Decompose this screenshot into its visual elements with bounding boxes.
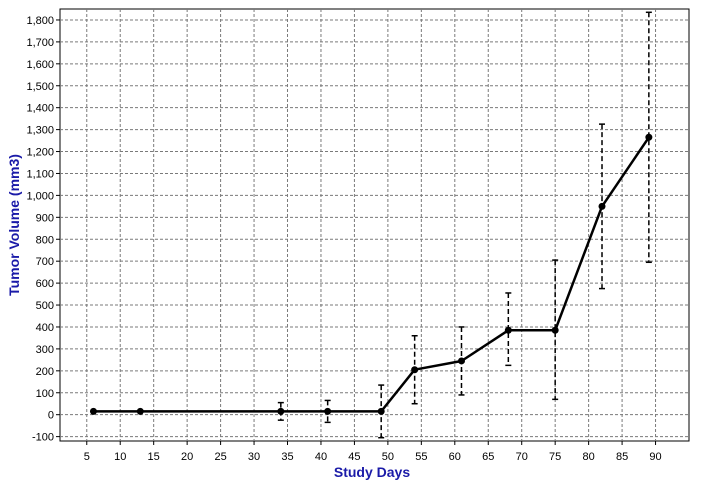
x-tick-label: 75 [549, 451, 561, 463]
x-tick-label: 40 [315, 451, 327, 463]
y-axis-ticks: -100 0 100 200 300 400 500 600 700 800 900 1,000 1,1… [26, 15, 60, 444]
y-tick-label: 100 [36, 388, 54, 400]
y-tick-label: 400 [36, 322, 54, 334]
y-tick-label: -100 [32, 432, 54, 444]
y-tick-label: 600 [36, 278, 54, 290]
data-point [504, 326, 512, 334]
gridlines [60, 9, 689, 441]
x-tick-label: 85 [616, 451, 628, 463]
data-point [324, 407, 332, 415]
y-tick-label: 1,100 [26, 168, 54, 180]
data-points [89, 133, 653, 415]
x-tick-label: 70 [516, 451, 528, 463]
x-tick-label: 60 [449, 451, 461, 463]
x-tick-label: 80 [583, 451, 595, 463]
y-tick-label: 1,000 [26, 190, 54, 202]
x-tick-label: 20 [181, 451, 193, 463]
y-tick-label: 0 [48, 410, 54, 422]
x-tick-label: 10 [114, 451, 126, 463]
x-tick-label: 30 [248, 451, 260, 463]
x-tick-label: 55 [415, 451, 427, 463]
plot-frame [59, 8, 690, 442]
y-tick-label: 1,600 [26, 59, 54, 71]
y-tick-label: 1,800 [26, 15, 54, 27]
data-point [277, 407, 285, 415]
x-axis-title: Study Days [334, 464, 410, 480]
data-point [598, 202, 606, 210]
data-point [645, 133, 653, 141]
data-point [551, 326, 559, 334]
y-tick-label: 1,300 [26, 125, 54, 137]
x-tick-label: 45 [348, 451, 360, 463]
x-tick-label: 50 [382, 451, 394, 463]
data-point [136, 407, 144, 415]
x-tick-label: 65 [482, 451, 494, 463]
x-tick-label: 5 [84, 451, 90, 463]
data-point [411, 366, 419, 374]
y-tick-label: 200 [36, 366, 54, 378]
y-tick-label: 1,200 [26, 147, 54, 159]
y-tick-label: 700 [36, 256, 54, 268]
y-tick-label: 800 [36, 234, 54, 246]
data-point [457, 357, 465, 365]
y-axis-title: Tumor Volume (mm3) [6, 154, 22, 296]
y-tick-label: 900 [36, 212, 54, 224]
data-point [89, 407, 97, 415]
x-tick-label: 25 [214, 451, 226, 463]
y-tick-label: 1,400 [26, 103, 54, 115]
x-axis-ticks: 5 10 15 20 25 30 35 40 45 50 55 60 65 70 75 80 85 90 [84, 441, 662, 463]
y-tick-label: 300 [36, 344, 54, 356]
x-tick-label: 90 [649, 451, 661, 463]
y-tick-label: 1,700 [26, 37, 54, 49]
y-tick-label: 1,500 [26, 81, 54, 93]
y-tick-label: 500 [36, 300, 54, 312]
x-tick-label: 15 [148, 451, 160, 463]
x-tick-label: 35 [281, 451, 293, 463]
data-point [377, 407, 385, 415]
